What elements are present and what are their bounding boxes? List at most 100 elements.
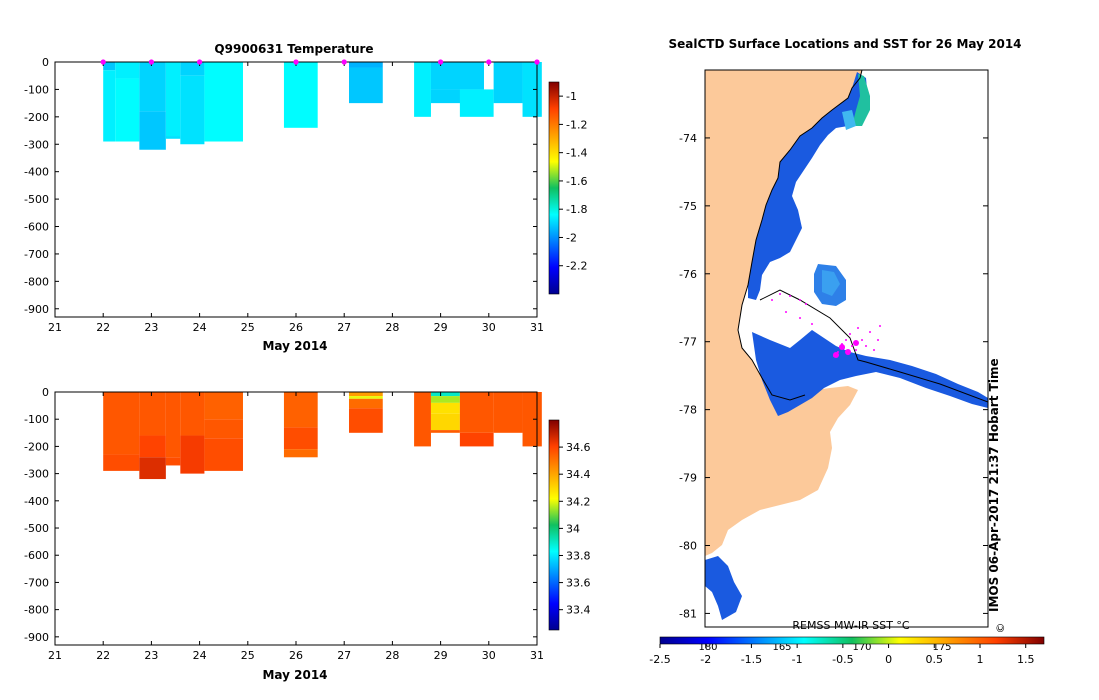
salinity-ytick-label: -200 (24, 440, 49, 453)
salinity-xtick-label: 21 (48, 649, 62, 662)
salinity-xlabel: May 2014 (262, 668, 327, 682)
salinity-cell-5-1 (283, 427, 318, 450)
salinity-cells (103, 392, 542, 480)
temperature-cell-1-0 (115, 62, 140, 79)
salinity-cell-5-2 (283, 449, 318, 458)
salinity-cbar-label: 33.4 (566, 604, 591, 617)
temperature-xtick-label: 31 (530, 321, 544, 334)
salinity-xtick-label: 24 (193, 649, 207, 662)
salinity-ytick-label: -100 (24, 413, 49, 426)
map-lon-label-170: 170 (852, 642, 871, 653)
temperature-cells (103, 62, 542, 150)
temperature-cbar-label: -2 (566, 231, 577, 244)
temperature-ytick-label: -800 (24, 275, 49, 288)
coastline (737, 70, 863, 401)
salinity-ytick-label: -900 (24, 631, 49, 644)
salinity-cell-2-0 (165, 392, 181, 458)
temperature-ytick-label: -500 (24, 193, 49, 206)
salinity-cell-1-1 (139, 435, 166, 458)
sst-coastal-north (748, 72, 868, 300)
ctd-location-dot (879, 325, 881, 327)
ctd-location-dot (811, 323, 813, 325)
temperature-colorbar-ticks: -1 -1.2 -1.4 -1.6 -1.8 -2 -2.2 (559, 90, 587, 273)
sst-colorbar-ticks: -2.5 -2 -1.5 -1 -0.5 0 0.5 1 1.5 (649, 644, 1034, 666)
temperature-xtick-label: 30 (482, 321, 496, 334)
ctd-location-dot (799, 317, 801, 319)
salinity-xtick-label: 29 (434, 649, 448, 662)
ctd-location-cluster (853, 340, 859, 346)
temperature-cbar-label: -1.2 (566, 118, 587, 131)
salinity-cell-11-0 (522, 392, 542, 447)
map-ytick-label: -74 (679, 132, 697, 145)
ctd-location-dot (771, 299, 773, 301)
salinity-cell-6-0 (349, 392, 383, 397)
salinity-cell-4-2 (204, 438, 243, 471)
map-ytick-label: -78 (679, 404, 697, 417)
salinity-cell-10-0 (493, 392, 523, 433)
ctd-location-dot (869, 331, 871, 333)
sst-colorbar (659, 636, 1045, 645)
temperature-xtick-label: 27 (337, 321, 351, 334)
temperature-xtick-label: 21 (48, 321, 62, 334)
salinity-cbar-label: 34.6 (566, 441, 591, 454)
temperature-xtick-label: 25 (241, 321, 255, 334)
salinity-cell-9-0 (459, 392, 494, 433)
temperature-cell-6-0 (283, 62, 318, 128)
salinity-cell-0-0 (103, 392, 140, 455)
salinity-ytick-label: -500 (24, 522, 49, 535)
salinity-cell-6-3 (349, 408, 383, 433)
profile-marker (341, 59, 347, 65)
ctd-location-cluster (833, 352, 839, 358)
salinity-cbar-label: 34.2 (566, 495, 591, 508)
map-ytick-label: -77 (679, 336, 697, 349)
salinity-ytick-label: -300 (24, 468, 49, 481)
temperature-xtick-label: 29 (434, 321, 448, 334)
salinity-xtick-label: 23 (144, 649, 158, 662)
salinity-xtick-label: 22 (96, 649, 110, 662)
temperature-xtick-label: 23 (144, 321, 158, 334)
salinity-cbar-label: 33.8 (566, 549, 591, 562)
temperature-cell-4-1 (180, 75, 205, 145)
profile-marker (148, 59, 154, 65)
temperature-cell-5-0 (204, 62, 243, 142)
map-ytick-label: -79 (679, 472, 697, 485)
temperature-cell-9-0 (430, 62, 484, 90)
temperature-ytick-label: -900 (24, 303, 49, 316)
temperature-cell-3-0 (165, 62, 181, 137)
temperature-cell-4-0 (180, 62, 205, 76)
map-lon-label-165: 165 (772, 642, 791, 653)
temperature-cell-2-0 (139, 62, 166, 112)
sst-cbar-label: 0.5 (926, 653, 944, 666)
ctd-location-dot (799, 299, 801, 301)
salinity-cell-5-0 (283, 392, 318, 428)
salinity-xtick-label: 27 (337, 649, 351, 662)
sst-cbar-label: 1 (977, 653, 984, 666)
salinity-cell-6-1 (349, 396, 383, 399)
profile-marker (197, 59, 203, 65)
salinity-cell-3-1 (180, 435, 205, 474)
ctd-location-dot (877, 339, 879, 341)
map-copyright-symbol: © (994, 623, 1007, 634)
temperature-cell-11-0 (493, 62, 523, 104)
profile-marker (293, 59, 299, 65)
salinity-xtick-label: 28 (385, 649, 399, 662)
temperature-cell-1-1 (115, 78, 140, 142)
salinity-axes: 21 22 23 24 25 26 27 28 29 30 31 0 -100 -200 -300 -400 -… (24, 386, 544, 662)
temperature-xtick-label: 28 (385, 321, 399, 334)
land-mass (705, 70, 862, 556)
temperature-cell-7-0 (349, 62, 383, 68)
salinity-cell-4-1 (204, 419, 243, 439)
ctd-location-cluster (839, 344, 845, 350)
salinity-xtick-label: 25 (241, 649, 255, 662)
temperature-cell-12-0 (522, 62, 542, 117)
temperature-xtick-label: 22 (96, 321, 110, 334)
salinity-cell-8-3 (430, 413, 460, 431)
temperature-ytick-label: -700 (24, 248, 49, 261)
salinity-ytick-label: -400 (24, 495, 49, 508)
profile-marker (438, 59, 444, 65)
temperature-ytick-label: -600 (24, 221, 49, 234)
sst-polynya-core (822, 270, 840, 296)
temperature-axes: 21 22 23 24 25 26 27 28 29 30 31 0 -100 -200 -300 -400 -… (24, 56, 544, 334)
sst-cbar-label: -0.5 (832, 653, 853, 666)
temperature-ytick-label: -100 (24, 83, 49, 96)
